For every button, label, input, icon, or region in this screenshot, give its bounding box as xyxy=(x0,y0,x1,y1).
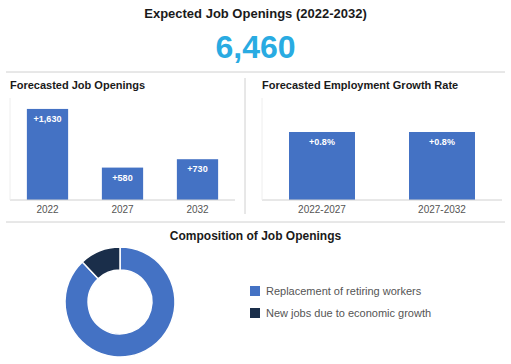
x-axis xyxy=(262,200,502,201)
bars xyxy=(289,132,475,200)
legend-swatch xyxy=(250,308,260,318)
divider xyxy=(6,222,505,223)
data-label: +580 xyxy=(112,173,132,183)
donut-slice xyxy=(65,247,175,357)
tick-label: 2027-2032 xyxy=(418,204,466,215)
legend-swatch xyxy=(250,286,260,296)
bars xyxy=(27,109,218,200)
bar xyxy=(177,159,218,200)
chart-title: Forecasted Job Openings xyxy=(10,79,145,91)
data-label: +730 xyxy=(187,164,207,174)
chart-title: Composition of Job Openings xyxy=(170,229,342,243)
y-axis xyxy=(10,98,11,200)
data-label: +0.8% xyxy=(429,137,455,147)
donut-slice xyxy=(82,247,120,279)
bar-chart: Forecasted Employment Growth Rate +0.8% 20… xyxy=(262,79,502,215)
legend-label: Replacement of retiring workers xyxy=(266,285,422,297)
big-number: 6,460 xyxy=(215,29,295,65)
tick-label: 2027 xyxy=(111,204,134,215)
main-title: Expected Job Openings (2022-2032) xyxy=(144,6,367,21)
legend: Replacement of retiring workers New jobs … xyxy=(250,285,431,319)
data-label: +1,630 xyxy=(34,114,62,124)
y-axis xyxy=(262,98,263,200)
bar xyxy=(102,168,143,200)
labels: +0.8% 2022-2027 +0.8% 2027-2032 xyxy=(298,137,466,215)
tick-label: 2032 xyxy=(186,204,209,215)
legend-label: New jobs due to economic growth xyxy=(266,307,431,319)
divider xyxy=(245,78,246,214)
bar xyxy=(409,132,475,200)
bar xyxy=(289,132,355,200)
divider xyxy=(6,72,505,73)
chart-title: Forecasted Employment Growth Rate xyxy=(262,79,458,91)
bar xyxy=(27,109,68,200)
x-axis xyxy=(10,200,235,201)
tick-label: 2022 xyxy=(36,204,59,215)
data-label: +0.8% xyxy=(309,137,335,147)
tick-label: 2022-2027 xyxy=(298,204,346,215)
dashboard: Expected Job Openings (2022-2032) 6,460 Fo… xyxy=(0,0,511,364)
bar-chart: Forecasted Job Openings +1,630 2022 +580 202… xyxy=(10,79,235,215)
